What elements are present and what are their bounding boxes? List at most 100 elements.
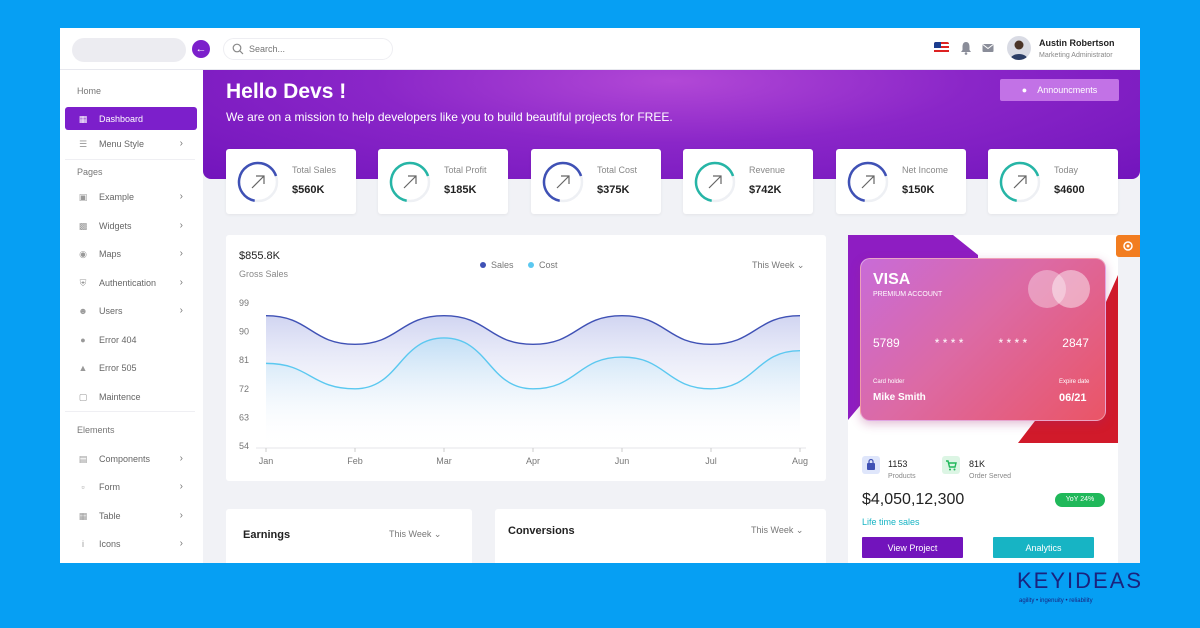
form-icon: ▫: [81, 481, 85, 492]
expiry-date: 06/21: [1059, 392, 1087, 404]
sidebar-item-form[interactable]: ▫ Form ›: [65, 475, 197, 498]
stat-label: Total Sales: [292, 165, 337, 175]
sidebar-item-example[interactable]: ▣ Example ›: [65, 185, 197, 208]
sidebar-item-dashboard[interactable]: ▦ Dashboard: [65, 107, 197, 130]
sidebar-item-error-505[interactable]: ▲ Error 505: [65, 356, 197, 379]
sidebar-item-icons[interactable]: i Icons ›: [65, 532, 197, 555]
products-value: 1153: [888, 459, 908, 469]
search-input[interactable]: [249, 44, 379, 54]
series-line-cost[interactable]: [265, 337, 801, 390]
conversions-period-dropdown[interactable]: This Week ⌄: [751, 525, 804, 535]
section-title-home: Home: [77, 86, 102, 96]
sidebar: Home ▦ Dashboard ☰ Menu Style › Pages ▣ …: [60, 70, 203, 563]
settings-tab[interactable]: [1116, 235, 1140, 257]
widgets-icon: ▩: [78, 220, 88, 231]
trend-arrow-icon: [542, 161, 584, 203]
chevron-right-icon: ›: [179, 305, 183, 316]
stat-label: Revenue: [749, 165, 786, 175]
x-tick-label: Jun: [615, 456, 630, 466]
products-label: Products: [888, 473, 916, 480]
series-line-sales[interactable]: [265, 315, 801, 346]
stat-label: Total Profit: [444, 165, 487, 175]
example-icon: ▣: [78, 191, 88, 202]
trend-arrow-icon: [694, 161, 736, 203]
series-area-cost: [266, 337, 800, 446]
brand-logo: KEYIDEAS: [1017, 568, 1144, 593]
announcements-button[interactable]: ● Announcments: [1000, 79, 1119, 101]
search-box[interactable]: [223, 38, 393, 60]
bag-icon: [862, 456, 880, 474]
welcome-banner: [203, 70, 1140, 179]
card-number: 5789 * * * * * * * * 2847: [873, 336, 1089, 350]
stat-card[interactable]: Net Income $150K: [836, 149, 966, 214]
sidebar-item-label: Form: [99, 481, 120, 492]
sidebar-item-maps[interactable]: ◉ Maps ›: [65, 242, 197, 265]
mail-icon[interactable]: [982, 41, 994, 55]
sidebar-item-label: Components: [99, 453, 151, 464]
orders-value: 81K: [969, 459, 986, 469]
sidebar-item-label: Icons: [99, 538, 121, 549]
mastercard-circle-icon: [1028, 270, 1066, 308]
sidebar-item-label: Authentication: [99, 277, 157, 288]
brand-tagline: agility • ingenuity • reliability: [1019, 598, 1093, 604]
users-icon: ☻: [78, 305, 88, 316]
card-holder-label: Card holder: [873, 379, 905, 385]
logo-placeholder[interactable]: [72, 38, 186, 62]
sidebar-item-components[interactable]: ▤ Components ›: [65, 447, 197, 470]
stat-card[interactable]: Today $4600: [988, 149, 1118, 214]
collapse-sidebar-button[interactable]: ←: [192, 40, 210, 58]
stat-card[interactable]: Revenue $742K: [683, 149, 813, 214]
sidebar-item-users[interactable]: ☻ Users ›: [65, 299, 197, 322]
dashboard-window: ← Austin Robertson Marketing Administrat…: [60, 28, 1140, 563]
card-type: PREMIUM ACCOUNT: [873, 291, 943, 298]
user-avatar-icon: [1010, 40, 1028, 60]
stat-card[interactable]: Total Profit $185K: [378, 149, 508, 214]
avatar[interactable]: [1007, 36, 1031, 60]
credit-card[interactable]: [860, 258, 1106, 421]
sidebar-item-label: Error 404: [99, 334, 137, 345]
x-tick-label: Feb: [347, 456, 363, 466]
divider: [65, 159, 195, 160]
sidebar-item-table[interactable]: ▦ Table ›: [65, 504, 197, 527]
stat-value: $150K: [902, 184, 935, 196]
user-name[interactable]: Austin Robertson: [1039, 38, 1115, 48]
x-tick-label: Apr: [526, 456, 540, 466]
stat-card[interactable]: Total Sales $560K: [226, 149, 356, 214]
legend-item-cost[interactable]: Cost: [528, 260, 558, 270]
components-icon: ▤: [78, 453, 88, 464]
sidebar-item-label: Widgets: [99, 220, 132, 231]
sidebar-item-label: Users: [99, 305, 123, 316]
sidebar-item-error-404[interactable]: ● Error 404: [65, 328, 197, 351]
sidebar-item-label: Error 505: [99, 362, 137, 373]
us-flag-icon[interactable]: [934, 42, 949, 54]
stat-card[interactable]: Total Cost $375K: [531, 149, 661, 214]
legend-item-sales[interactable]: Sales: [480, 260, 514, 270]
earnings-period-dropdown[interactable]: This Week ⌄: [389, 529, 442, 539]
view-project-button[interactable]: View Project: [862, 537, 963, 558]
sidebar-item-menu-style[interactable]: ☰ Menu Style ›: [65, 132, 197, 155]
page-title: Hello Devs !: [226, 80, 347, 103]
shield-icon: ⛨: [79, 277, 87, 288]
chevron-right-icon: ›: [179, 277, 183, 288]
card-brand: VISA: [873, 271, 911, 288]
chevron-right-icon: ›: [179, 248, 183, 259]
earnings-card: Earnings This Week ⌄: [226, 509, 472, 563]
card-panel: [848, 235, 1118, 563]
stat-label: Today: [1054, 165, 1079, 175]
microphone-icon: ●: [1021, 85, 1028, 95]
sidebar-item-maintence[interactable]: ▢ Maintence: [65, 385, 197, 408]
sidebar-item-authentication[interactable]: ⛨ Authentication ›: [65, 271, 197, 294]
analytics-button[interactable]: Analytics: [993, 537, 1094, 558]
sidebar-item-widgets[interactable]: ▩ Widgets ›: [65, 214, 197, 237]
period-dropdown[interactable]: This Week ⌄: [752, 260, 805, 270]
orders-label: Order Served: [969, 473, 1012, 480]
bell-icon[interactable]: [960, 41, 972, 55]
divider: [65, 411, 195, 412]
announcements-label: Announcments: [1037, 85, 1098, 95]
info-icon: i: [82, 538, 84, 549]
section-title-elements: Elements: [77, 425, 115, 435]
chevron-right-icon: ›: [179, 220, 183, 231]
yoy-badge: YoY 24%: [1055, 493, 1105, 507]
y-tick-label: 81: [239, 355, 249, 365]
menu-icon: ☰: [78, 138, 88, 149]
